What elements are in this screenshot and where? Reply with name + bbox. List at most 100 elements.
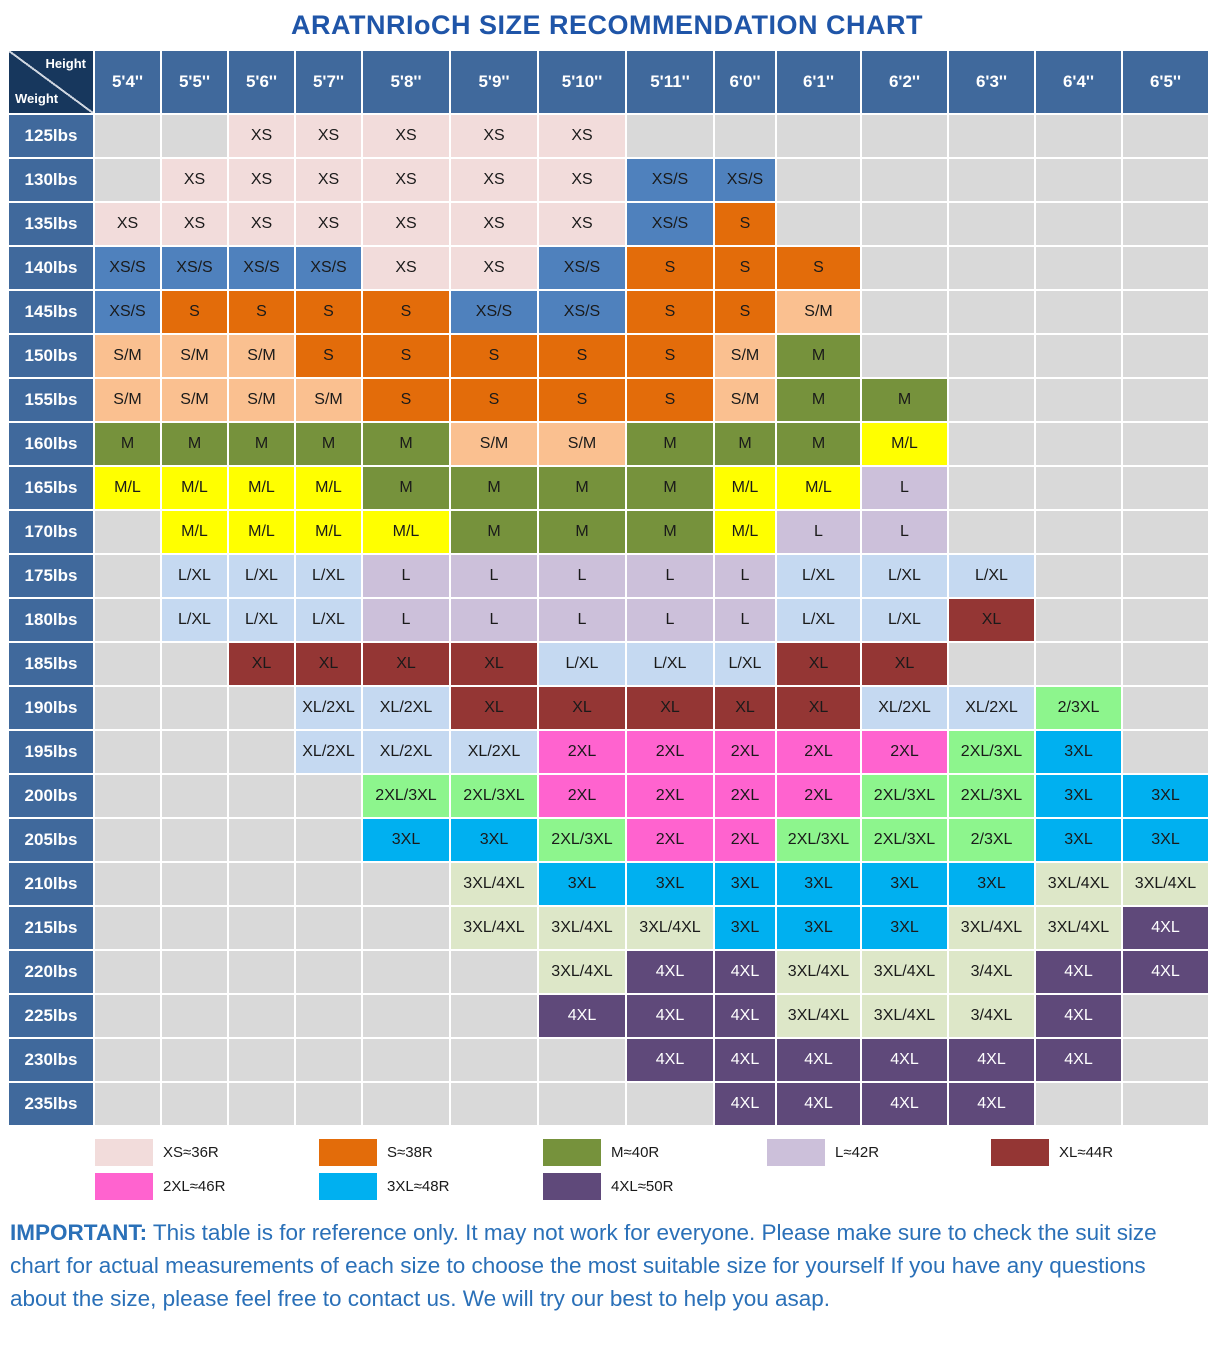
empty-cell [1121,421,1210,467]
size-cell: S [625,289,715,335]
empty-cell [1121,377,1210,423]
size-cell: XL [449,641,539,687]
empty-cell [160,1037,229,1083]
size-cell: XL [449,685,539,731]
size-cell: XS/S [160,245,229,291]
size-cell: L/XL [537,641,627,687]
empty-cell [227,993,296,1039]
legend-label: 2XL≈46R [163,1178,226,1195]
size-cell: M [775,333,862,379]
legend-swatch [543,1173,601,1200]
empty-cell [93,113,162,159]
size-cell: M/L [93,465,162,511]
legend-swatch [319,1173,377,1200]
size-cell: 3XL [625,861,715,907]
size-cell: XS/S [537,245,627,291]
weight-label: 150lbs [7,333,95,379]
empty-cell [93,993,162,1039]
size-cell: M [361,465,451,511]
size-cell: 3XL [361,817,451,863]
empty-cell [449,1037,539,1083]
table-row: 185lbs XL XL XL XL L/XL L/XL L/XL XL XL [7,641,1210,687]
size-cell: 3/4XL [947,949,1036,995]
size-cell: 2XL [713,817,777,863]
size-cell: M [860,377,949,423]
size-cell: S [160,289,229,335]
size-cell: S [294,289,363,335]
size-cell: L/XL [713,641,777,687]
empty-cell [160,773,229,819]
size-cell: 4XL [860,1081,949,1127]
size-cell: XS [537,157,627,203]
size-cell: 4XL [713,949,777,995]
size-cell: XL [294,641,363,687]
empty-cell [160,641,229,687]
size-cell: XS [227,157,296,203]
size-cell: 2XL [713,729,777,775]
empty-cell [1121,245,1210,291]
size-cell: L/XL [227,597,296,643]
size-cell: M/L [294,509,363,555]
size-cell: 3XL [713,861,777,907]
empty-cell [713,113,777,159]
size-cell: 3XL [775,861,862,907]
weight-label: 215lbs [7,905,95,951]
empty-cell [93,861,162,907]
size-cell: 4XL [947,1081,1036,1127]
empty-cell [1121,289,1210,335]
empty-cell [227,905,296,951]
weight-label: 190lbs [7,685,95,731]
empty-cell [1034,201,1123,247]
size-cell: S/M [294,377,363,423]
size-cell: XL/2XL [860,685,949,731]
size-cell: M [449,509,539,555]
empty-cell [227,729,296,775]
empty-cell [160,861,229,907]
size-cell: 3XL [449,817,539,863]
weight-label: 195lbs [7,729,95,775]
size-cell: XS/S [537,289,627,335]
weight-label: 125lbs [7,113,95,159]
empty-cell [1121,553,1210,599]
legend-item: XS≈36R [95,1139,319,1166]
size-cell: M [625,421,715,467]
size-cell: 4XL [713,993,777,1039]
size-cell: 3XL/4XL [1034,905,1123,951]
size-cell: L/XL [294,597,363,643]
size-cell: XL [860,641,949,687]
size-cell: XL/2XL [449,729,539,775]
size-cell: S/M [93,377,162,423]
weight-label: 205lbs [7,817,95,863]
size-cell: XS/S [227,245,296,291]
size-cell: L [361,553,451,599]
empty-cell [947,421,1036,467]
height-header-row: Height Weight 5'4'' 5'5'' 5'6'' 5'7'' 5'8'' 5… [7,49,1210,115]
empty-cell [227,949,296,995]
size-cell: XS [227,113,296,159]
size-cell: 3XL/4XL [947,905,1036,951]
empty-cell [775,157,862,203]
weight-label: 160lbs [7,421,95,467]
weight-label: 180lbs [7,597,95,643]
size-cell: 3XL/4XL [449,905,539,951]
empty-cell [860,157,949,203]
table-row: 160lbs M M M M M S/M S/M M M M M/L [7,421,1210,467]
size-cell: L [361,597,451,643]
empty-cell [160,113,229,159]
size-cell: 2XL [775,729,862,775]
empty-cell [449,993,539,1039]
legend-swatch [767,1139,825,1166]
empty-cell [160,993,229,1039]
weight-label: 230lbs [7,1037,95,1083]
empty-cell [160,1081,229,1127]
size-cell: 3XL/4XL [860,949,949,995]
size-recommendation-table: Height Weight 5'4'' 5'5'' 5'6'' 5'7'' 5'8'' 5… [7,49,1210,1127]
height-header: 6'1'' [775,49,862,115]
height-header: 5'7'' [294,49,363,115]
height-header: 5'5'' [160,49,229,115]
empty-cell [93,1081,162,1127]
size-cell: 2XL [713,773,777,819]
empty-cell [1034,509,1123,555]
size-cell: 3XL/4XL [775,949,862,995]
table-row: 205lbs 3XL 3XL 2XL/3XL 2XL 2XL 2XL/3XL 2XL/3XL 2… [7,817,1210,863]
